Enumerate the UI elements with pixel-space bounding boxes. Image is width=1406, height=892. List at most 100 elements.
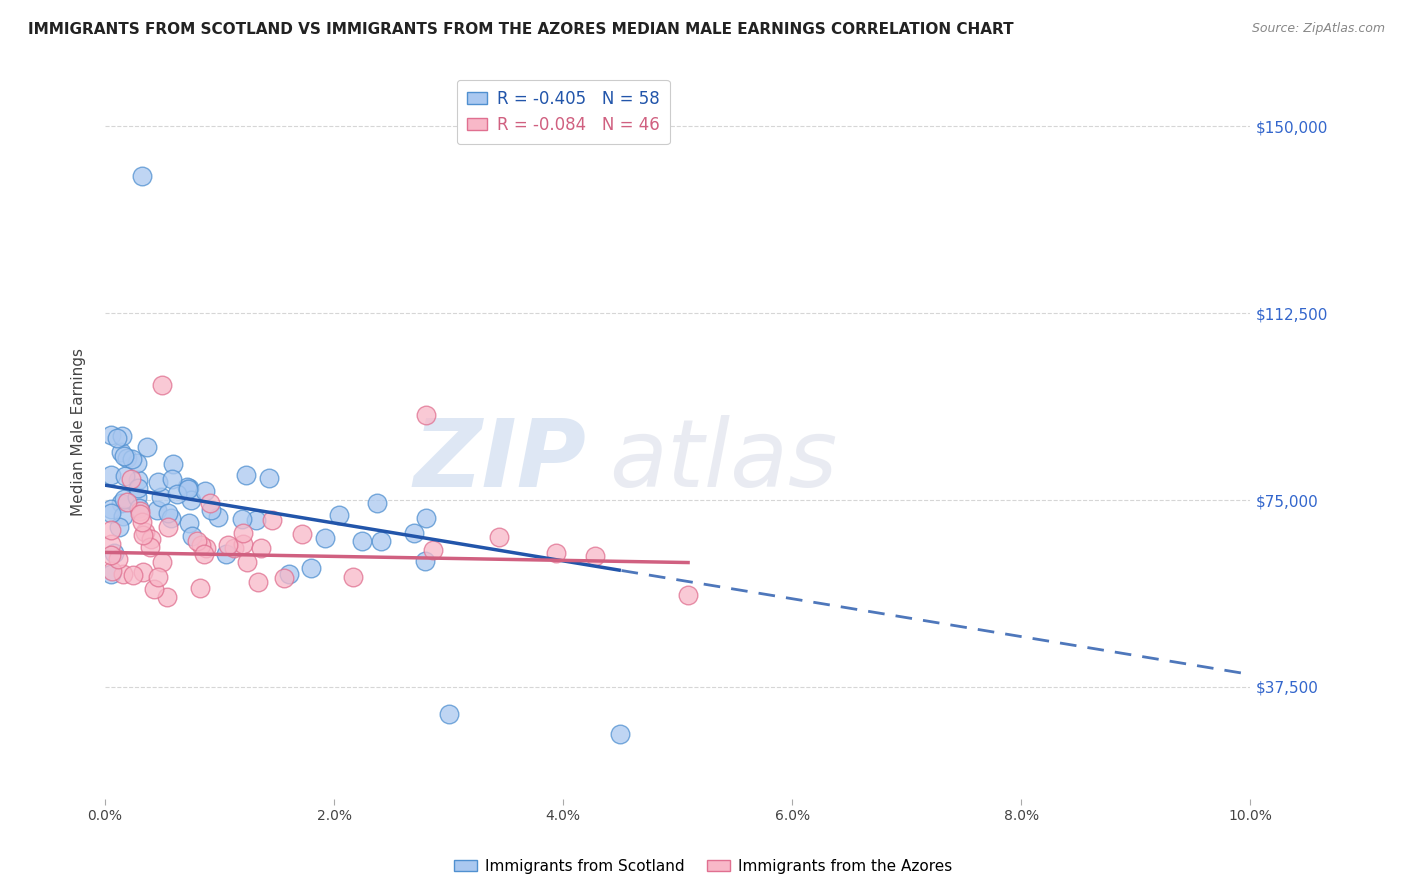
Point xyxy=(100,566,122,581)
Point xyxy=(112,491,135,506)
Point xyxy=(314,531,336,545)
Legend: Immigrants from Scotland, Immigrants from the Azores: Immigrants from Scotland, Immigrants fro… xyxy=(449,853,957,880)
Point xyxy=(134,524,156,539)
Point xyxy=(193,483,215,498)
Point xyxy=(437,707,460,722)
Point xyxy=(488,530,510,544)
Text: atlas: atlas xyxy=(609,416,837,507)
Point xyxy=(107,552,129,566)
Point xyxy=(157,520,180,534)
Point xyxy=(366,496,388,510)
Point xyxy=(122,568,145,582)
Point xyxy=(257,471,280,485)
Point xyxy=(235,467,257,482)
Point xyxy=(112,449,135,463)
Point xyxy=(128,504,150,518)
Point xyxy=(200,503,222,517)
Point xyxy=(609,727,631,741)
Point xyxy=(166,487,188,501)
Point xyxy=(135,440,157,454)
Point xyxy=(214,548,236,562)
Point xyxy=(217,538,239,552)
Text: ZIP: ZIP xyxy=(413,415,586,507)
Point xyxy=(100,467,122,482)
Point xyxy=(146,570,169,584)
Point xyxy=(231,511,253,525)
Point xyxy=(120,472,142,486)
Point xyxy=(186,534,208,549)
Point xyxy=(150,378,173,392)
Point xyxy=(100,506,122,520)
Point xyxy=(114,469,136,483)
Point xyxy=(179,481,201,495)
Text: IMMIGRANTS FROM SCOTLAND VS IMMIGRANTS FROM THE AZORES MEDIAN MALE EARNINGS CORR: IMMIGRANTS FROM SCOTLAND VS IMMIGRANTS F… xyxy=(28,22,1014,37)
Point xyxy=(115,450,138,465)
Point xyxy=(143,582,166,596)
Point xyxy=(273,571,295,585)
Point xyxy=(224,541,246,555)
Point xyxy=(291,527,314,541)
Point xyxy=(194,541,217,555)
Point xyxy=(299,561,322,575)
Point xyxy=(107,520,129,534)
Point xyxy=(100,501,122,516)
Text: Source: ZipAtlas.com: Source: ZipAtlas.com xyxy=(1251,22,1385,36)
Point xyxy=(149,490,172,504)
Point xyxy=(101,564,124,578)
Point xyxy=(190,538,212,552)
Point xyxy=(156,590,179,604)
Point xyxy=(139,540,162,554)
Point xyxy=(249,541,271,555)
Point xyxy=(415,409,437,423)
Point xyxy=(115,495,138,509)
Point xyxy=(125,490,148,504)
Point xyxy=(112,509,135,524)
Legend: R = -0.405   N = 58, R = -0.084   N = 46: R = -0.405 N = 58, R = -0.084 N = 46 xyxy=(457,79,669,145)
Point xyxy=(139,532,162,546)
Point xyxy=(180,529,202,543)
Point xyxy=(100,523,122,537)
Point xyxy=(342,570,364,584)
Point xyxy=(100,427,122,442)
Point xyxy=(110,445,132,459)
Point xyxy=(131,566,153,580)
Point xyxy=(546,546,568,560)
Point xyxy=(207,509,229,524)
Point xyxy=(100,548,122,562)
Point xyxy=(125,456,148,470)
Point xyxy=(131,515,153,529)
Point xyxy=(236,555,259,569)
Point xyxy=(328,508,350,522)
Point xyxy=(162,457,184,471)
Point xyxy=(200,496,222,510)
Point xyxy=(402,526,425,541)
Point xyxy=(156,506,179,520)
Point xyxy=(127,481,149,495)
Point xyxy=(146,475,169,489)
Point xyxy=(129,507,152,521)
Point xyxy=(110,496,132,510)
Point xyxy=(413,554,436,568)
Point xyxy=(583,549,606,563)
Point xyxy=(111,428,134,442)
Point xyxy=(247,574,270,589)
Point xyxy=(678,588,700,602)
Point xyxy=(352,533,374,548)
Point xyxy=(177,482,200,496)
Point xyxy=(193,547,215,561)
Point xyxy=(150,555,173,569)
Point xyxy=(103,546,125,560)
Point xyxy=(131,169,153,184)
Point xyxy=(232,525,254,540)
Point xyxy=(132,528,155,542)
Point xyxy=(177,516,200,530)
Point xyxy=(176,480,198,494)
Point xyxy=(188,581,211,595)
Point xyxy=(278,567,301,582)
Point xyxy=(415,510,437,524)
Point xyxy=(121,452,143,467)
Point xyxy=(105,431,128,445)
Point xyxy=(146,502,169,516)
Point xyxy=(162,472,184,486)
Y-axis label: Median Male Earnings: Median Male Earnings xyxy=(72,348,86,516)
